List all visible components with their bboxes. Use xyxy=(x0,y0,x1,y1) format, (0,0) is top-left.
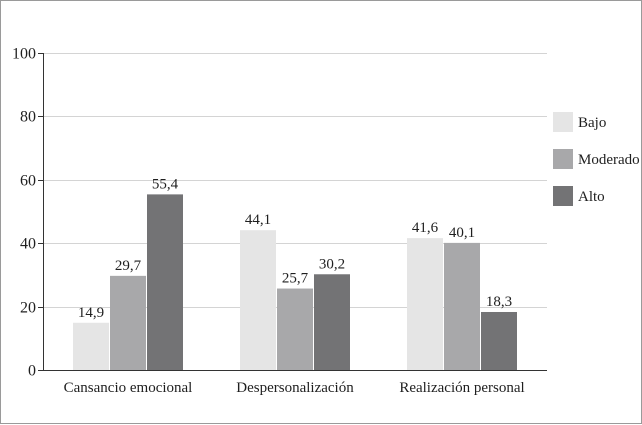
bars xyxy=(73,194,517,370)
bar-bajo xyxy=(240,230,276,370)
legend-swatch-bajo xyxy=(553,112,573,132)
data-label: 44,1 xyxy=(245,212,271,228)
y-tick-label: 0 xyxy=(28,363,36,380)
y-axis-ticks: 0 20 40 60 80 100 xyxy=(12,46,43,380)
data-label: 30,2 xyxy=(319,256,345,272)
data-label: 55,4 xyxy=(152,176,179,192)
y-tick-label: 80 xyxy=(20,109,36,126)
legend-swatch-alto xyxy=(553,186,573,206)
bar-moderado xyxy=(110,275,146,370)
y-tick-label: 20 xyxy=(20,300,36,317)
legend-swatch-moderado xyxy=(553,149,573,169)
legend-label: Bajo xyxy=(578,115,606,131)
legend: Bajo Moderado Alto xyxy=(553,112,640,206)
data-label: 41,6 xyxy=(412,220,439,236)
y-tick-label: 40 xyxy=(20,236,36,253)
bar-bajo xyxy=(407,238,443,370)
x-category-label: Despersonalización xyxy=(236,380,354,396)
data-label: 25,7 xyxy=(282,271,309,287)
data-label: 40,1 xyxy=(449,225,475,241)
x-category-label: Cansancio emocional xyxy=(64,380,193,396)
axes xyxy=(43,53,547,371)
bar-moderado xyxy=(277,288,313,370)
bar-moderado xyxy=(444,242,480,370)
x-axis-categories: Cansancio emocional Despersonalización Rea… xyxy=(64,380,525,396)
y-tick-label: 60 xyxy=(20,173,36,190)
data-label: 29,7 xyxy=(115,258,142,274)
bar-alto xyxy=(481,311,517,370)
bar-bajo xyxy=(73,322,109,370)
data-label: 18,3 xyxy=(486,294,512,310)
bar-alto xyxy=(314,274,350,370)
legend-label: Alto xyxy=(578,189,605,205)
legend-label: Moderado xyxy=(578,152,640,168)
y-tick-label: 100 xyxy=(12,46,36,63)
data-label: 14,9 xyxy=(78,305,104,321)
x-category-label: Realización personal xyxy=(399,380,524,396)
value-labels: 14,9 29,7 55,4 44,1 25,7 30,2 41,6 40,1 18,3 xyxy=(78,176,512,320)
bar-alto xyxy=(147,194,183,370)
